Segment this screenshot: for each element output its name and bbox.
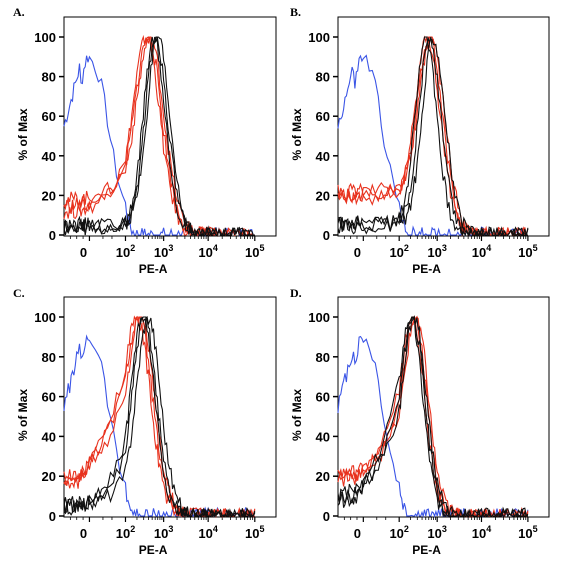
x-tick-label: 103 <box>427 243 446 260</box>
y-tick-label: 0 <box>49 509 56 524</box>
x-tick-label: 104 <box>198 524 217 541</box>
y-tick-label: 100 <box>308 310 330 325</box>
red-histogram-line <box>63 36 255 237</box>
red-histogram-line <box>63 36 255 237</box>
y-tick-label: 20 <box>316 469 330 484</box>
y-tick-label: 20 <box>42 188 56 203</box>
red-histogram-line <box>63 316 256 519</box>
black-histogram-line <box>63 316 256 518</box>
y-tick-label: 20 <box>316 188 330 203</box>
panel-letter: B. <box>290 5 301 19</box>
y-tick-label: 0 <box>49 228 56 243</box>
x-tick-label: 103 <box>154 524 173 541</box>
y-tick-label: 0 <box>323 509 330 524</box>
x-tick-label: 104 <box>198 243 217 260</box>
y-tick-label: 60 <box>42 390 56 405</box>
x-tick-label: 0 <box>80 245 87 260</box>
x-axis-label: PE-A <box>412 543 441 557</box>
x-axis-label: PE-A <box>412 262 441 276</box>
red-histogram-line <box>63 315 256 519</box>
x-tick-label: 105 <box>518 524 537 541</box>
x-tick-label: 0 <box>354 526 361 541</box>
x-tick-label: 105 <box>245 243 264 260</box>
plot-frame <box>337 16 550 237</box>
plot-frame <box>63 16 277 237</box>
x-axis-label: PE-A <box>139 543 168 557</box>
red-histogram-line <box>63 34 255 237</box>
y-tick-label: 60 <box>316 390 330 405</box>
blue-histogram-line <box>63 334 255 518</box>
black-histogram-line <box>337 36 529 238</box>
panel-letter: D. <box>290 286 302 300</box>
y-tick-label: 80 <box>42 70 56 85</box>
y-tick-label: 20 <box>42 469 56 484</box>
x-tick-label: 103 <box>427 524 446 541</box>
y-axis-label: % of Max <box>290 108 304 160</box>
y-tick-label: 40 <box>316 149 330 164</box>
histogram-panel: D. 0 20 40 60 80 100 % of Max 0 102 103 104 105 PE-A <box>290 286 550 557</box>
x-tick-label: 104 <box>472 243 491 260</box>
x-tick-label: 102 <box>389 243 408 260</box>
x-tick-label: 102 <box>389 524 408 541</box>
black-histogram-line <box>337 316 529 518</box>
red-histogram-line <box>337 316 529 518</box>
y-tick-label: 80 <box>42 350 56 365</box>
y-tick-label: 60 <box>42 109 56 124</box>
x-tick-label: 105 <box>518 243 537 260</box>
y-axis-label: % of Max <box>16 389 30 441</box>
black-histogram-line <box>63 316 256 519</box>
y-tick-label: 100 <box>308 30 330 45</box>
y-tick-label: 40 <box>316 429 330 444</box>
black-histogram-line <box>63 316 256 518</box>
y-tick-label: 0 <box>323 228 330 243</box>
y-tick-label: 80 <box>316 70 330 85</box>
x-axis-label: PE-A <box>139 262 168 276</box>
black-histogram-line <box>63 36 255 236</box>
black-histogram-line <box>337 38 529 237</box>
y-tick-label: 100 <box>34 30 56 45</box>
black-histogram-line <box>337 315 529 518</box>
blue-histogram-line <box>337 54 528 237</box>
histogram-panel: C. 0 20 40 60 80 100 % of Max 0 102 103 104 105 PE-A <box>13 286 277 557</box>
panel-letter: C. <box>13 286 25 300</box>
x-tick-label: 105 <box>245 524 264 541</box>
panel-letter: A. <box>13 5 25 19</box>
red-histogram-line <box>337 316 529 519</box>
histogram-panel: B. 0 20 40 60 80 100 % of Max 0 102 103 104 105 PE-A <box>290 5 550 276</box>
x-tick-label: 104 <box>472 524 491 541</box>
black-histogram-line <box>63 36 255 237</box>
histogram-panel: A. 0 20 40 60 80 100 % of Max 0 102 103 104 105 PE-A <box>13 5 277 276</box>
x-tick-label: 0 <box>354 245 361 260</box>
y-tick-label: 80 <box>316 350 330 365</box>
x-tick-label: 103 <box>154 243 173 260</box>
red-histogram-line <box>63 315 255 519</box>
x-tick-label: 0 <box>80 526 87 541</box>
y-axis-label: % of Max <box>16 108 30 160</box>
y-tick-label: 40 <box>42 149 56 164</box>
plot-frame <box>63 296 277 518</box>
x-tick-label: 102 <box>116 524 135 541</box>
black-histogram-line <box>63 36 255 238</box>
y-axis-label: % of Max <box>290 389 304 441</box>
y-tick-label: 60 <box>316 109 330 124</box>
blue-histogram-line <box>337 335 529 519</box>
y-tick-label: 100 <box>34 310 56 325</box>
black-histogram-line <box>337 36 528 238</box>
red-histogram-line <box>337 315 529 518</box>
black-histogram-line <box>337 315 528 519</box>
x-tick-label: 102 <box>116 243 135 260</box>
y-tick-label: 40 <box>42 429 56 444</box>
